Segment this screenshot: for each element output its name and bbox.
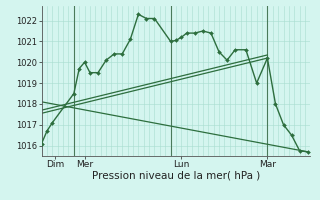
X-axis label: Pression niveau de la mer( hPa ): Pression niveau de la mer( hPa ) [92, 171, 260, 181]
